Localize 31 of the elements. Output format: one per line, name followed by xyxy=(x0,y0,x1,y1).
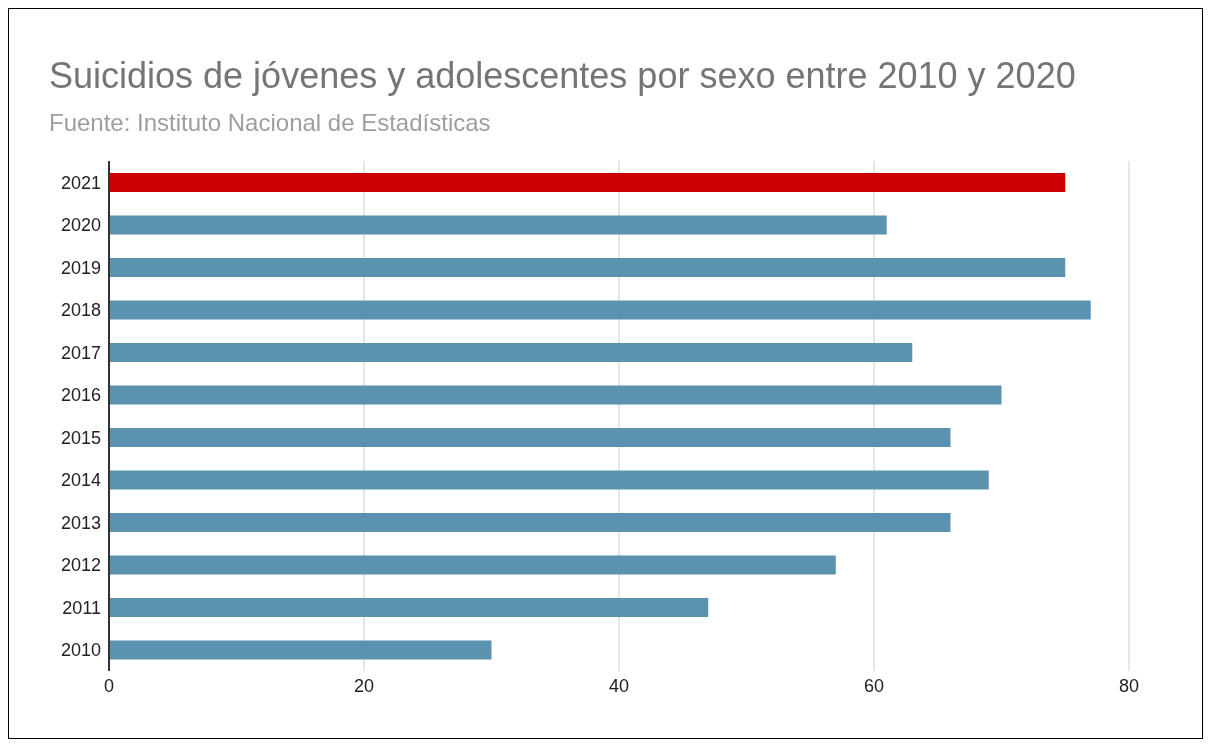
bar xyxy=(109,427,951,447)
y-tick-label: 2013 xyxy=(60,512,101,533)
bar xyxy=(109,640,492,660)
chart-title: Suicidios de jóvenes y adolescentes por sexo entre 2010 y 2020 xyxy=(48,54,1077,97)
bar xyxy=(109,512,951,532)
x-tick-label: 40 xyxy=(608,675,630,696)
y-tick-label: 2015 xyxy=(60,427,101,448)
bar xyxy=(109,597,709,617)
y-tick-label: 2014 xyxy=(60,470,101,491)
x-tick-label: 80 xyxy=(1118,675,1140,696)
x-tick-label: 0 xyxy=(103,675,115,696)
y-tick-label: 2012 xyxy=(60,555,101,576)
y-tick-label: 2017 xyxy=(60,342,101,363)
y-tick-label: 2018 xyxy=(60,300,101,321)
y-tick-label: 2020 xyxy=(60,215,101,236)
y-tick-label: 2016 xyxy=(60,385,101,406)
y-tick-label: 2010 xyxy=(60,640,101,661)
y-tick-label: 2019 xyxy=(60,257,101,278)
x-tick-label: 20 xyxy=(353,675,375,696)
x-tick-label: 60 xyxy=(863,675,885,696)
y-tick-label: 2021 xyxy=(60,172,101,193)
bar xyxy=(109,257,1066,277)
y-tick-label: 2011 xyxy=(62,597,101,618)
bar xyxy=(109,470,989,490)
bar xyxy=(109,300,1091,320)
bar xyxy=(109,342,913,362)
bar xyxy=(109,555,836,575)
bar xyxy=(109,385,1002,405)
bar xyxy=(109,215,887,235)
bar xyxy=(109,172,1066,192)
chart-subtitle: Fuente: Instituto Nacional de Estadísticas xyxy=(48,108,492,138)
